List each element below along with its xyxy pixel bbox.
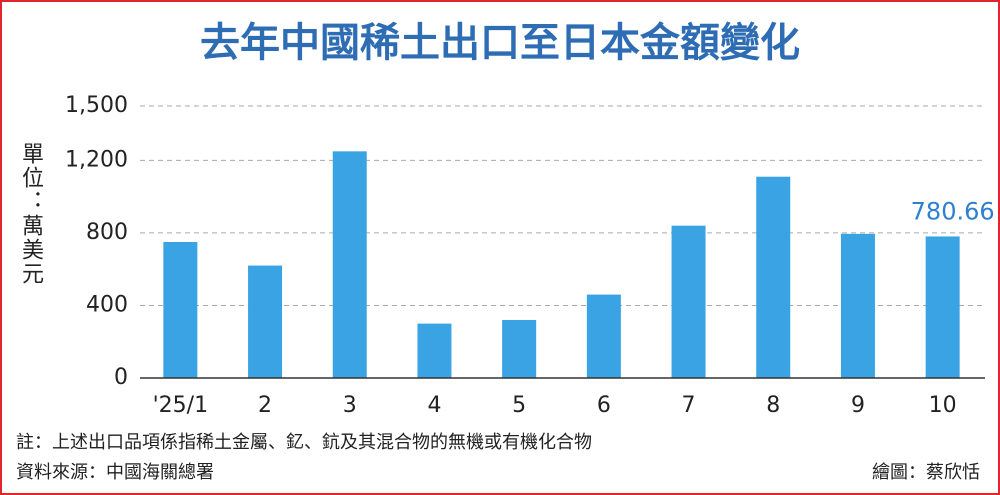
x-tick-label: 2 <box>258 393 272 418</box>
bar <box>925 236 960 378</box>
x-tick-label: 4 <box>427 393 441 418</box>
y-axis-label: 單位：萬美元 <box>18 142 43 286</box>
x-tick-label: 7 <box>682 393 696 418</box>
bar <box>502 319 537 378</box>
bar <box>756 176 791 378</box>
x-tick-label: 5 <box>512 393 526 418</box>
y-tick-label: 800 <box>86 220 128 245</box>
bar <box>163 242 198 378</box>
bar <box>417 323 452 378</box>
credit: 繪圖：蔡欣恬 <box>872 462 980 483</box>
value-label: 780.66 <box>911 197 995 225</box>
source: 資料來源：中國海關總署 <box>16 462 214 483</box>
chart-title: 去年中國稀土出口至日本金額變化 <box>200 20 800 66</box>
y-tick-label: 1,500 <box>65 93 128 118</box>
y-tick-label: 400 <box>86 292 128 317</box>
bar <box>248 265 283 378</box>
y-tick-label: 1,200 <box>65 147 128 172</box>
x-tick-label: 10 <box>929 393 957 418</box>
x-tick-label: 3 <box>343 393 357 418</box>
x-tick-label: 6 <box>597 393 611 418</box>
y-tick-label: 0 <box>114 365 128 390</box>
bar <box>840 233 875 378</box>
bar <box>332 151 367 378</box>
bar <box>586 294 621 378</box>
x-tick-label: 8 <box>766 393 780 418</box>
x-tick-label: '25/1 <box>153 393 208 418</box>
note: 註：上述出口品項係指稀土金屬、釔、鈧及其混合物的無機或有機化合物 <box>16 432 592 453</box>
bar <box>671 225 706 378</box>
x-tick-label: 9 <box>851 393 865 418</box>
